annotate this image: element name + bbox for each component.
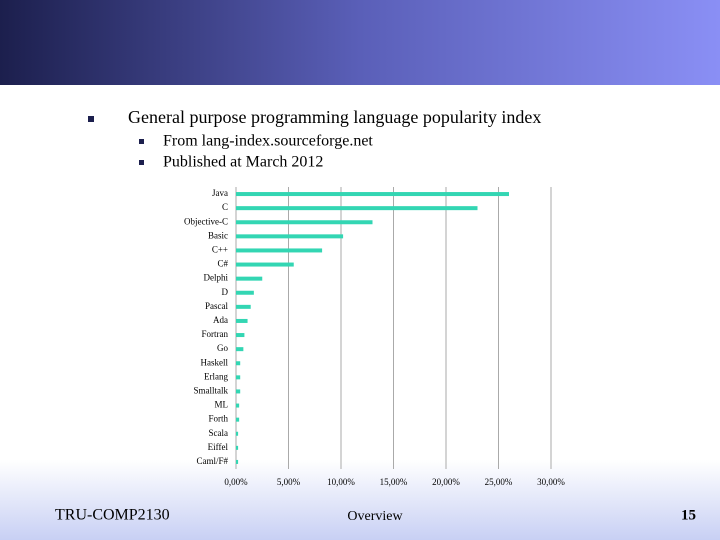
bar: [236, 333, 245, 338]
bar: [236, 234, 344, 239]
bar: [236, 417, 240, 422]
y-tick-label: Go: [217, 343, 228, 353]
y-tick-label: Forth: [208, 414, 228, 424]
y-tick-label: Smalltalk: [194, 386, 229, 396]
y-tick-label: Fortran: [202, 329, 229, 339]
bar: [236, 290, 254, 295]
y-tick-label: C: [222, 202, 228, 212]
bar: [236, 445, 239, 450]
bullet-marker: [88, 116, 94, 122]
bullet-marker: [139, 139, 144, 144]
y-tick-label: Ada: [213, 315, 228, 325]
bar: [236, 403, 240, 408]
y-tick-label: Objective-C: [184, 216, 228, 226]
x-tick-label: 25,00%: [485, 477, 513, 487]
y-tick-label: Delphi: [204, 273, 229, 283]
y-tick-label: Erlang: [204, 371, 228, 381]
bar: [236, 318, 248, 323]
x-tick-label: 30,00%: [537, 477, 565, 487]
x-tick-label: 5,00%: [277, 477, 301, 487]
y-tick-label: Caml/F#: [196, 456, 228, 466]
bar: [236, 206, 478, 211]
footer-left: TRU-COMP2130: [55, 507, 170, 524]
bar: [236, 389, 241, 394]
y-tick-label: Scala: [209, 428, 229, 438]
bar: [236, 262, 294, 267]
x-tick-label: 10,00%: [327, 477, 355, 487]
bar: [236, 361, 241, 366]
y-tick-label: D: [222, 287, 229, 297]
sub-bullet-text: From lang-index.sourceforge.net: [163, 133, 373, 150]
header-band: [0, 0, 720, 85]
bullet-marker: [139, 160, 144, 165]
x-tick-label: 20,00%: [432, 477, 460, 487]
sub-bullet-text: Published at March 2012: [163, 154, 323, 171]
y-tick-label: C#: [217, 259, 228, 269]
y-tick-label: Basic: [208, 230, 228, 240]
x-tick-label: 15,00%: [380, 477, 408, 487]
y-tick-label: Eiffel: [208, 442, 229, 452]
bar: [236, 276, 263, 281]
footer-band: [0, 460, 720, 540]
bar: [236, 431, 239, 436]
y-tick-label: Haskell: [201, 357, 229, 367]
bar: [236, 220, 373, 225]
y-tick-label: Pascal: [205, 301, 228, 311]
page-number: 15: [681, 507, 696, 523]
bullet-text: General purpose programming language pop…: [128, 107, 541, 127]
bar: [236, 192, 509, 197]
x-tick-label: 0,00%: [224, 477, 248, 487]
bar: [236, 248, 323, 253]
y-tick-label: ML: [215, 400, 229, 410]
y-tick-label: Java: [212, 188, 228, 198]
bar: [236, 304, 251, 309]
bar: [236, 375, 241, 380]
footer-center: Overview: [347, 509, 403, 524]
y-tick-label: C++: [212, 245, 228, 255]
bar: [236, 459, 239, 464]
bar: [236, 347, 244, 352]
